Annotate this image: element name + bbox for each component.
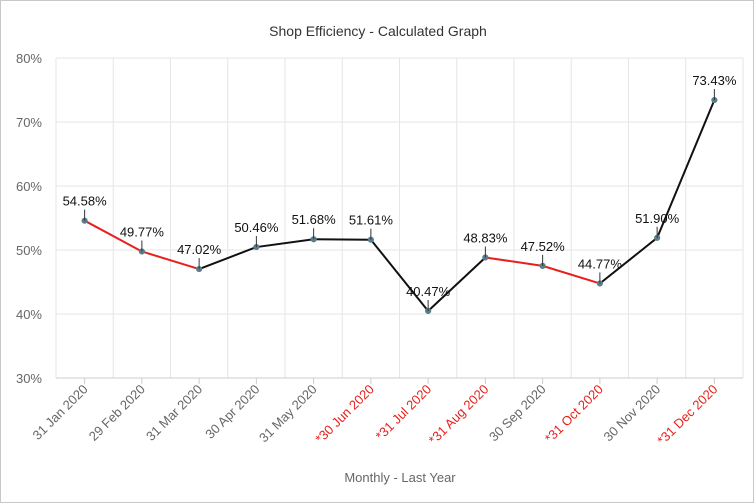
data-label: 47.02%	[177, 242, 222, 257]
series-segment	[427, 256, 487, 312]
x-tick-label: *31 Aug 2020	[426, 382, 492, 448]
x-tick-label: 31 Mar 2020	[143, 382, 205, 444]
x-tick-label: 30 Nov 2020	[601, 382, 664, 445]
x-tick-label: *31 Oct 2020	[542, 382, 606, 446]
data-label: 51.68%	[292, 212, 337, 227]
series-segment	[198, 246, 258, 271]
data-label: 47.52%	[521, 239, 566, 254]
chart-title: Shop Efficiency - Calculated Graph	[269, 23, 487, 39]
series-segment	[598, 236, 659, 285]
series-segment	[484, 256, 544, 267]
x-tick-label: *31 Jul 2020	[373, 382, 435, 444]
series-segment	[83, 219, 143, 253]
y-tick-label: 60%	[16, 179, 42, 194]
x-tick-label: 29 Feb 2020	[86, 382, 148, 444]
series-segment	[369, 238, 430, 312]
y-axis-ticks: 30% 40% 50% 60% 70% 80%	[16, 51, 42, 386]
data-label: 51.61%	[349, 213, 394, 228]
series-lines	[83, 99, 716, 312]
y-tick-label: 40%	[16, 307, 42, 322]
y-tick-label: 70%	[16, 115, 42, 130]
series-segment	[541, 264, 601, 285]
x-tick-label: *30 Jun 2020	[312, 382, 377, 447]
data-label: 49.77%	[120, 224, 165, 239]
data-label: 73.43%	[692, 73, 737, 88]
data-label: 44.77%	[578, 256, 623, 271]
data-label: 54.58%	[63, 194, 108, 209]
x-axis-title: Monthly - Last Year	[344, 470, 456, 485]
y-tick-label: 80%	[16, 51, 42, 66]
data-label: 48.83%	[463, 230, 508, 245]
y-tick-label: 50%	[16, 243, 42, 258]
series-segment	[656, 99, 716, 239]
x-tick-label: 31 Jan 2020	[30, 382, 91, 443]
y-tick-label: 30%	[16, 371, 42, 386]
data-label: 40.47%	[406, 284, 451, 299]
x-tick-label: 30 Sep 2020	[486, 382, 549, 445]
series-segment	[255, 238, 315, 249]
data-label: 50.46%	[234, 220, 279, 235]
x-tick-label: *31 Dec 2020	[654, 382, 720, 448]
data-label: 51.90%	[635, 211, 680, 226]
grid	[55, 57, 744, 378]
x-tick-label: 31 May 2020	[256, 382, 320, 446]
series-segment	[140, 250, 201, 271]
data-labels: 54.58% 49.77% 47.02% 50.46% 51.68% 51.61% 40.4…	[63, 73, 737, 311]
x-tick-label: 30 Apr 2020	[202, 382, 262, 442]
